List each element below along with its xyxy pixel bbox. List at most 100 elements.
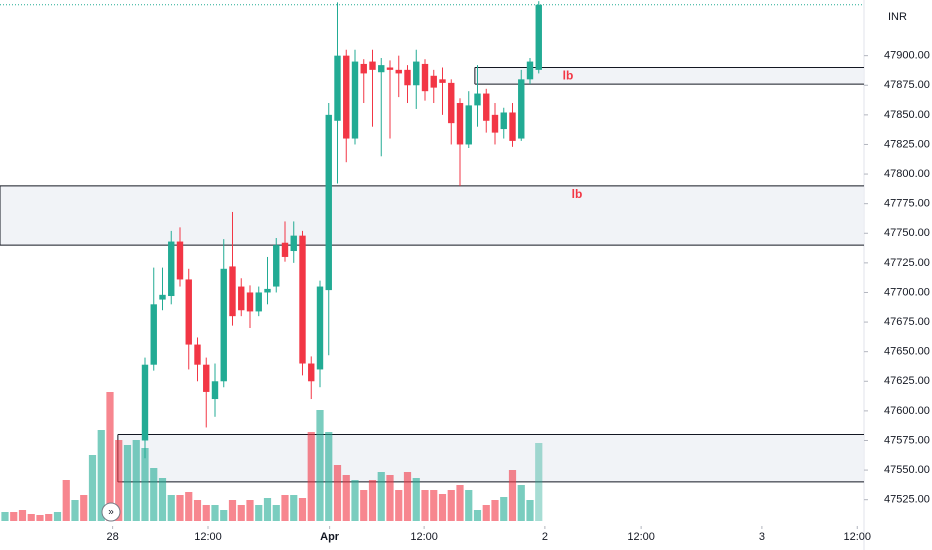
x-tick-label: 2 [542, 531, 548, 543]
candle-body [351, 61, 359, 139]
volume-bar [246, 500, 254, 521]
candle-body [404, 69, 411, 86]
volume-bar [351, 480, 359, 521]
volume-bar [438, 494, 447, 521]
candle-body [483, 93, 490, 121]
y-tick-label: 47525.00 [884, 494, 930, 506]
candle-body [334, 55, 341, 121]
volume-bar [167, 495, 175, 521]
candle-body [474, 93, 481, 106]
candle-body [395, 69, 402, 74]
candle-body [360, 63, 367, 74]
volume-bar [430, 490, 438, 521]
x-tick-label: Apr [320, 531, 340, 543]
replay-button[interactable] [101, 502, 121, 522]
volume-bar [535, 443, 543, 521]
volume-bar [325, 432, 333, 521]
candle-body [141, 364, 149, 441]
candle-body [509, 112, 516, 141]
y-tick-label: 47625.00 [884, 375, 930, 387]
candle-body [168, 241, 175, 297]
candle-body [491, 114, 499, 133]
volume-bar [386, 475, 394, 521]
volume-bar [395, 490, 403, 521]
volume-bar [263, 498, 272, 521]
volume-bar [316, 410, 324, 521]
volume-bar [272, 505, 280, 521]
volume-bar [517, 485, 525, 521]
candle-body [526, 61, 534, 80]
volume-bar [106, 392, 114, 521]
volume-bar [141, 448, 149, 521]
currency-label: INR [888, 11, 907, 23]
candle-body [456, 103, 464, 145]
y-tick-label: 47650.00 [884, 346, 930, 358]
volume-bar [412, 478, 420, 521]
volume-bar [290, 495, 298, 521]
zone [0, 185, 864, 246]
candle-body [325, 114, 332, 291]
candle-body [238, 286, 245, 311]
candle-body [281, 242, 289, 257]
y-tick-label: 47675.00 [884, 316, 930, 328]
volume-bar [237, 505, 245, 521]
candle-body [194, 344, 201, 365]
volume-bar [10, 512, 18, 521]
volume-bar [255, 505, 263, 521]
volume-bar [447, 490, 455, 521]
candle-body [211, 381, 219, 400]
volume-bar [377, 472, 385, 521]
volume-bar [132, 440, 140, 521]
candle-body [220, 268, 227, 382]
candle-body [255, 292, 262, 312]
candle-body [176, 241, 184, 280]
candle-body [518, 79, 525, 139]
candle-body [264, 288, 271, 293]
volume-bar [526, 500, 534, 521]
zone-label: lb [572, 187, 583, 201]
volume-bar [115, 440, 123, 521]
volume-bar [456, 485, 464, 521]
candle-body [448, 82, 455, 124]
candle-body [386, 67, 394, 70]
candle-body [159, 294, 166, 300]
volume-bar [158, 478, 167, 521]
volume-bar [80, 495, 88, 521]
y-tick-label: 47725.00 [884, 257, 930, 269]
volume-bar [220, 510, 228, 521]
y-tick-label: 47575.00 [884, 434, 930, 446]
volume-bar [27, 514, 35, 521]
volume-bar [403, 472, 412, 521]
candle-body [369, 61, 376, 70]
replay-icon[interactable]: » [108, 507, 114, 518]
x-tick-label: 12:00 [627, 531, 655, 543]
volume-bar [202, 505, 210, 521]
volume-bar [71, 500, 79, 521]
x-tick-label: 28 [106, 531, 118, 543]
candle-body [413, 61, 420, 86]
volume-bar [342, 475, 350, 521]
y-tick-label: 47550.00 [884, 464, 930, 476]
volume-bar [368, 480, 377, 521]
volume-bar [473, 510, 482, 521]
x-tick-label: 12:00 [194, 531, 222, 543]
volume-bar [88, 455, 97, 521]
x-tick-label: 12:00 [410, 531, 438, 543]
volume-bar [333, 465, 342, 521]
volume-bar [211, 505, 219, 521]
candle-body [308, 363, 315, 382]
volume-bar [1, 512, 9, 521]
volume-bar [18, 510, 27, 521]
candle-body [535, 4, 542, 70]
volume-bar [421, 490, 429, 521]
volume-bar [123, 445, 132, 521]
volume-bar [185, 492, 193, 521]
y-tick-label: 47850.00 [884, 109, 930, 121]
candle-body [290, 235, 297, 252]
x-tick-label: 12:00 [843, 531, 871, 543]
volume-bar [508, 470, 517, 521]
y-tick-label: 47825.00 [884, 138, 930, 150]
candle-body [430, 75, 437, 88]
candle-body [246, 292, 254, 312]
